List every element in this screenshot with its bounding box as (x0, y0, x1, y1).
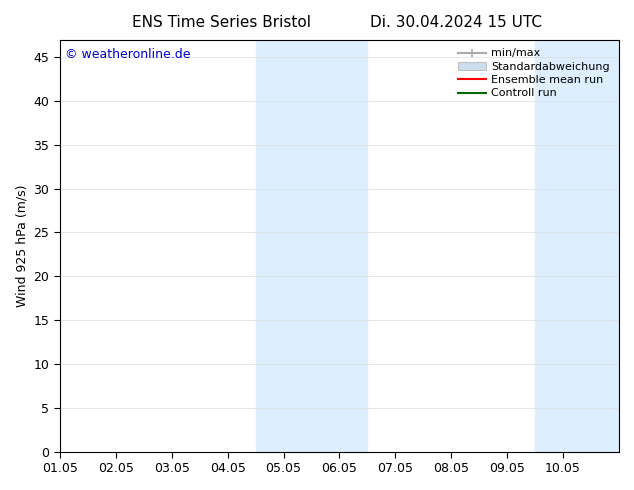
Bar (535, 40, 619, 452)
Text: © weatheronline.de: © weatheronline.de (65, 48, 191, 61)
Y-axis label: Wind 925 hPa (m/s): Wind 925 hPa (m/s) (15, 184, 28, 307)
Legend: min/max, Standardabweichung, Ensemble mean run, Controll run: min/max, Standardabweichung, Ensemble me… (455, 45, 614, 102)
Text: ENS Time Series Bristol: ENS Time Series Bristol (133, 15, 311, 30)
Bar (256, 40, 367, 452)
Text: Di. 30.04.2024 15 UTC: Di. 30.04.2024 15 UTC (370, 15, 543, 30)
